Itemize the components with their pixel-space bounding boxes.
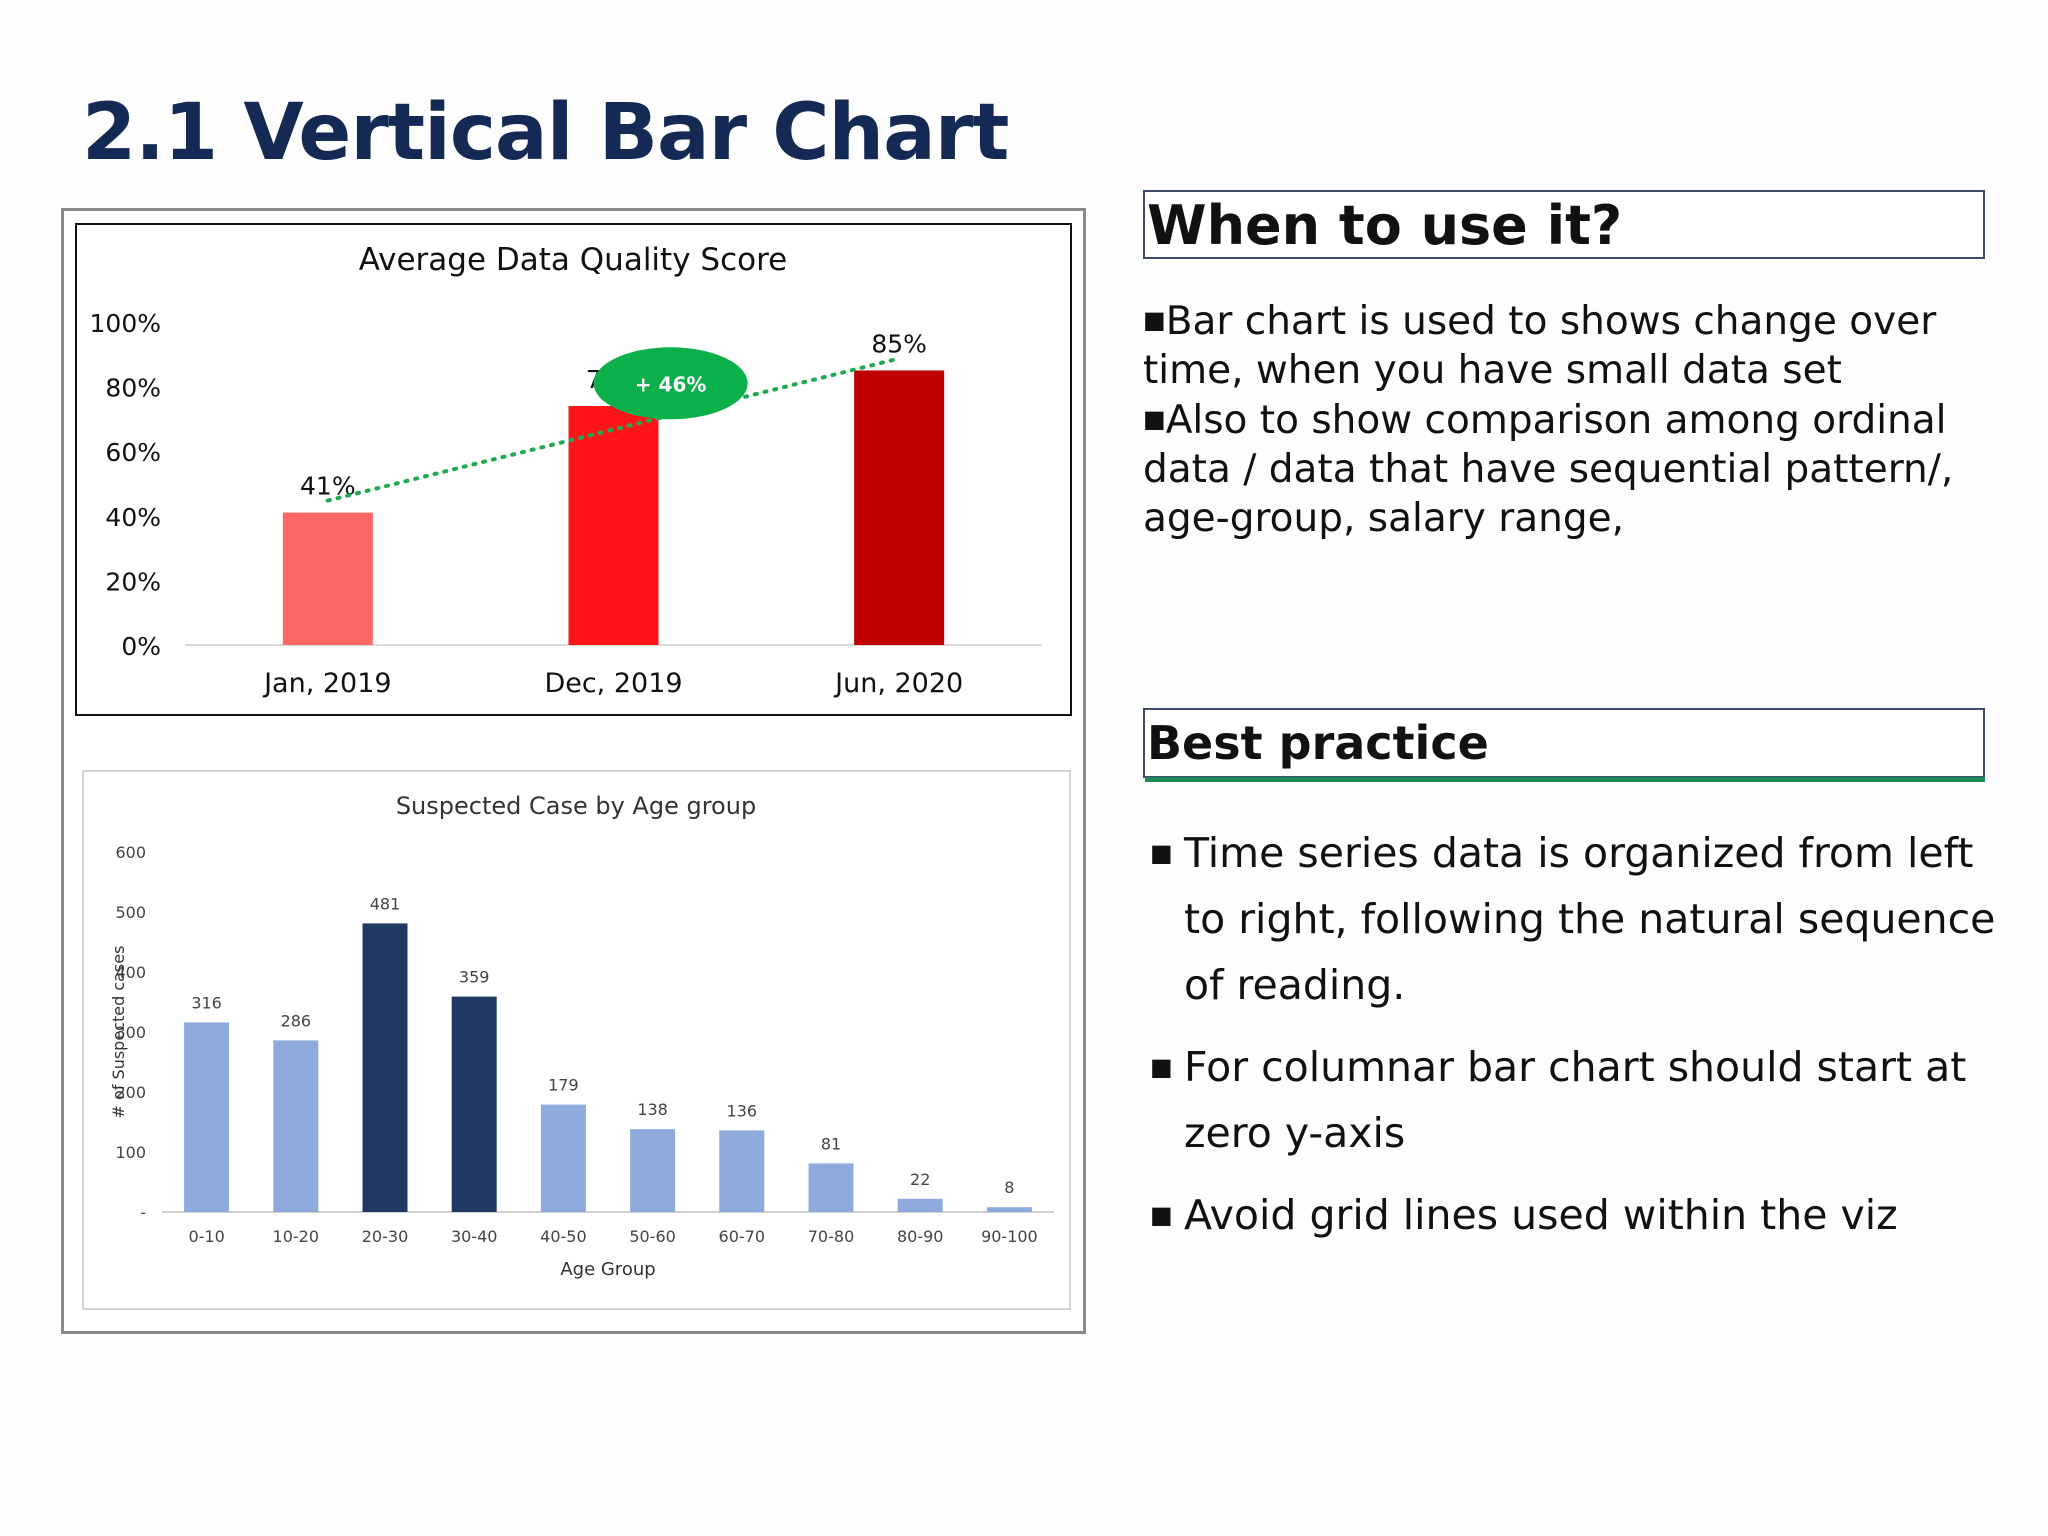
y-tick-label: 500	[115, 903, 146, 922]
when-to-use-list: ■Bar chart is used to shows change over …	[1143, 296, 2003, 543]
y-tick-label: 100	[115, 1143, 146, 1162]
bar	[184, 1022, 230, 1212]
x-tick-label: Jun, 2020	[833, 668, 963, 699]
y-tick-label: -	[140, 1203, 146, 1222]
bar	[630, 1129, 676, 1212]
chart-title: Average Data Quality Score	[359, 242, 787, 278]
age-group-chart: Suspected Case by Age group - 100 200 300 400…	[82, 770, 1071, 1310]
trend-line	[325, 356, 902, 503]
quality-score-chart-svg: Average Data Quality Score 0% 20% 40% 60% 80%…	[90, 242, 1042, 699]
age-group-chart-svg: Suspected Case by Age group - 100 200 300 400…	[109, 792, 1054, 1280]
best-practice-underline	[1145, 777, 1985, 782]
data-label: 8	[1004, 1178, 1014, 1197]
best-practice-text: Time series data is organized from left …	[1184, 829, 1996, 1009]
y-tick-label: 600	[115, 843, 146, 862]
data-label: 359	[459, 968, 490, 987]
data-label: 22	[910, 1170, 930, 1189]
annotation-label: + 46%	[635, 372, 707, 396]
bar	[719, 1130, 765, 1212]
data-label: 286	[281, 1011, 312, 1030]
bar	[854, 370, 945, 645]
x-tick-label: 10-20	[273, 1227, 320, 1246]
when-to-use-header: When to use it?	[1143, 190, 1985, 259]
x-tick-label: Dec, 2019	[544, 668, 682, 699]
x-tick-label: 30-40	[451, 1227, 498, 1246]
square-bullet-icon: ■	[1150, 1053, 1173, 1081]
y-tick-label: 60%	[105, 438, 161, 467]
bar	[282, 512, 373, 645]
best-practice-header: Best practice	[1143, 708, 1985, 778]
when-to-use-text: Also to show comparison among ordinal da…	[1143, 398, 1954, 541]
best-practice-item: ■ For columnar bar chart should start at …	[1150, 1034, 2010, 1166]
bar	[986, 1207, 1032, 1212]
bar	[540, 1104, 586, 1212]
x-axis-label: Age Group	[560, 1259, 655, 1280]
x-tick-label: Jan, 2019	[262, 668, 392, 699]
square-bullet-icon: ■	[1150, 1201, 1173, 1229]
best-practice-list: ■ Time series data is organized from left…	[1150, 820, 2010, 1264]
bar	[897, 1198, 943, 1212]
data-label: 81	[821, 1134, 841, 1153]
best-practice-text: For columnar bar chart should start at z…	[1184, 1043, 1967, 1157]
y-tick-label: 0%	[121, 632, 161, 661]
slide-title: 2.1 Vertical Bar Chart	[82, 88, 1009, 178]
data-label: 136	[727, 1101, 758, 1120]
when-to-use-item: ■Also to show comparison among ordinal d…	[1143, 395, 2003, 543]
when-to-use-item: ■Bar chart is used to shows change over …	[1143, 296, 2003, 395]
x-tick-label: 0-10	[188, 1227, 224, 1246]
when-to-use-text: Bar chart is used to shows change over t…	[1143, 299, 1937, 393]
x-tick-label: 60-70	[719, 1227, 766, 1246]
y-tick-label: 100%	[90, 309, 161, 338]
data-label: 316	[191, 993, 222, 1012]
y-tick-label: 20%	[105, 567, 161, 596]
y-axis-label: # of Suspected cases	[109, 946, 128, 1119]
y-tick-label: 400	[115, 963, 146, 982]
annotation-badge	[593, 347, 748, 420]
data-label: 85%	[871, 329, 927, 358]
bar	[568, 405, 659, 645]
bar	[362, 923, 408, 1212]
quality-score-chart: Average Data Quality Score 0% 20% 40% 60% 80%…	[75, 223, 1072, 716]
x-tick-label: 40-50	[540, 1227, 587, 1246]
y-tick-label: 200	[115, 1083, 146, 1102]
x-tick-label: 80-90	[897, 1227, 944, 1246]
bar	[273, 1040, 319, 1212]
x-tick-label: 90-100	[981, 1227, 1038, 1246]
x-tick-label: 70-80	[808, 1227, 855, 1246]
x-tick-label: 20-30	[362, 1227, 409, 1246]
square-bullet-icon: ■	[1150, 839, 1173, 867]
square-bullet-icon: ■	[1143, 405, 1166, 433]
square-bullet-icon: ■	[1143, 306, 1166, 334]
best-practice-text: Avoid grid lines used within the viz	[1184, 1191, 1898, 1239]
y-tick-label: 40%	[105, 503, 161, 532]
data-label: 138	[637, 1100, 668, 1119]
best-practice-item: ■ Time series data is organized from left…	[1150, 820, 2010, 1018]
y-tick-label: 300	[115, 1023, 146, 1042]
y-tick-label: 80%	[105, 374, 161, 403]
bar	[451, 996, 497, 1212]
chart-title: Suspected Case by Age group	[396, 792, 756, 820]
x-tick-label: 50-60	[629, 1227, 676, 1246]
data-label: 481	[370, 894, 401, 913]
best-practice-item: ■ Avoid grid lines used within the viz	[1150, 1182, 2010, 1248]
data-label: 179	[548, 1076, 579, 1095]
bar	[808, 1163, 854, 1212]
